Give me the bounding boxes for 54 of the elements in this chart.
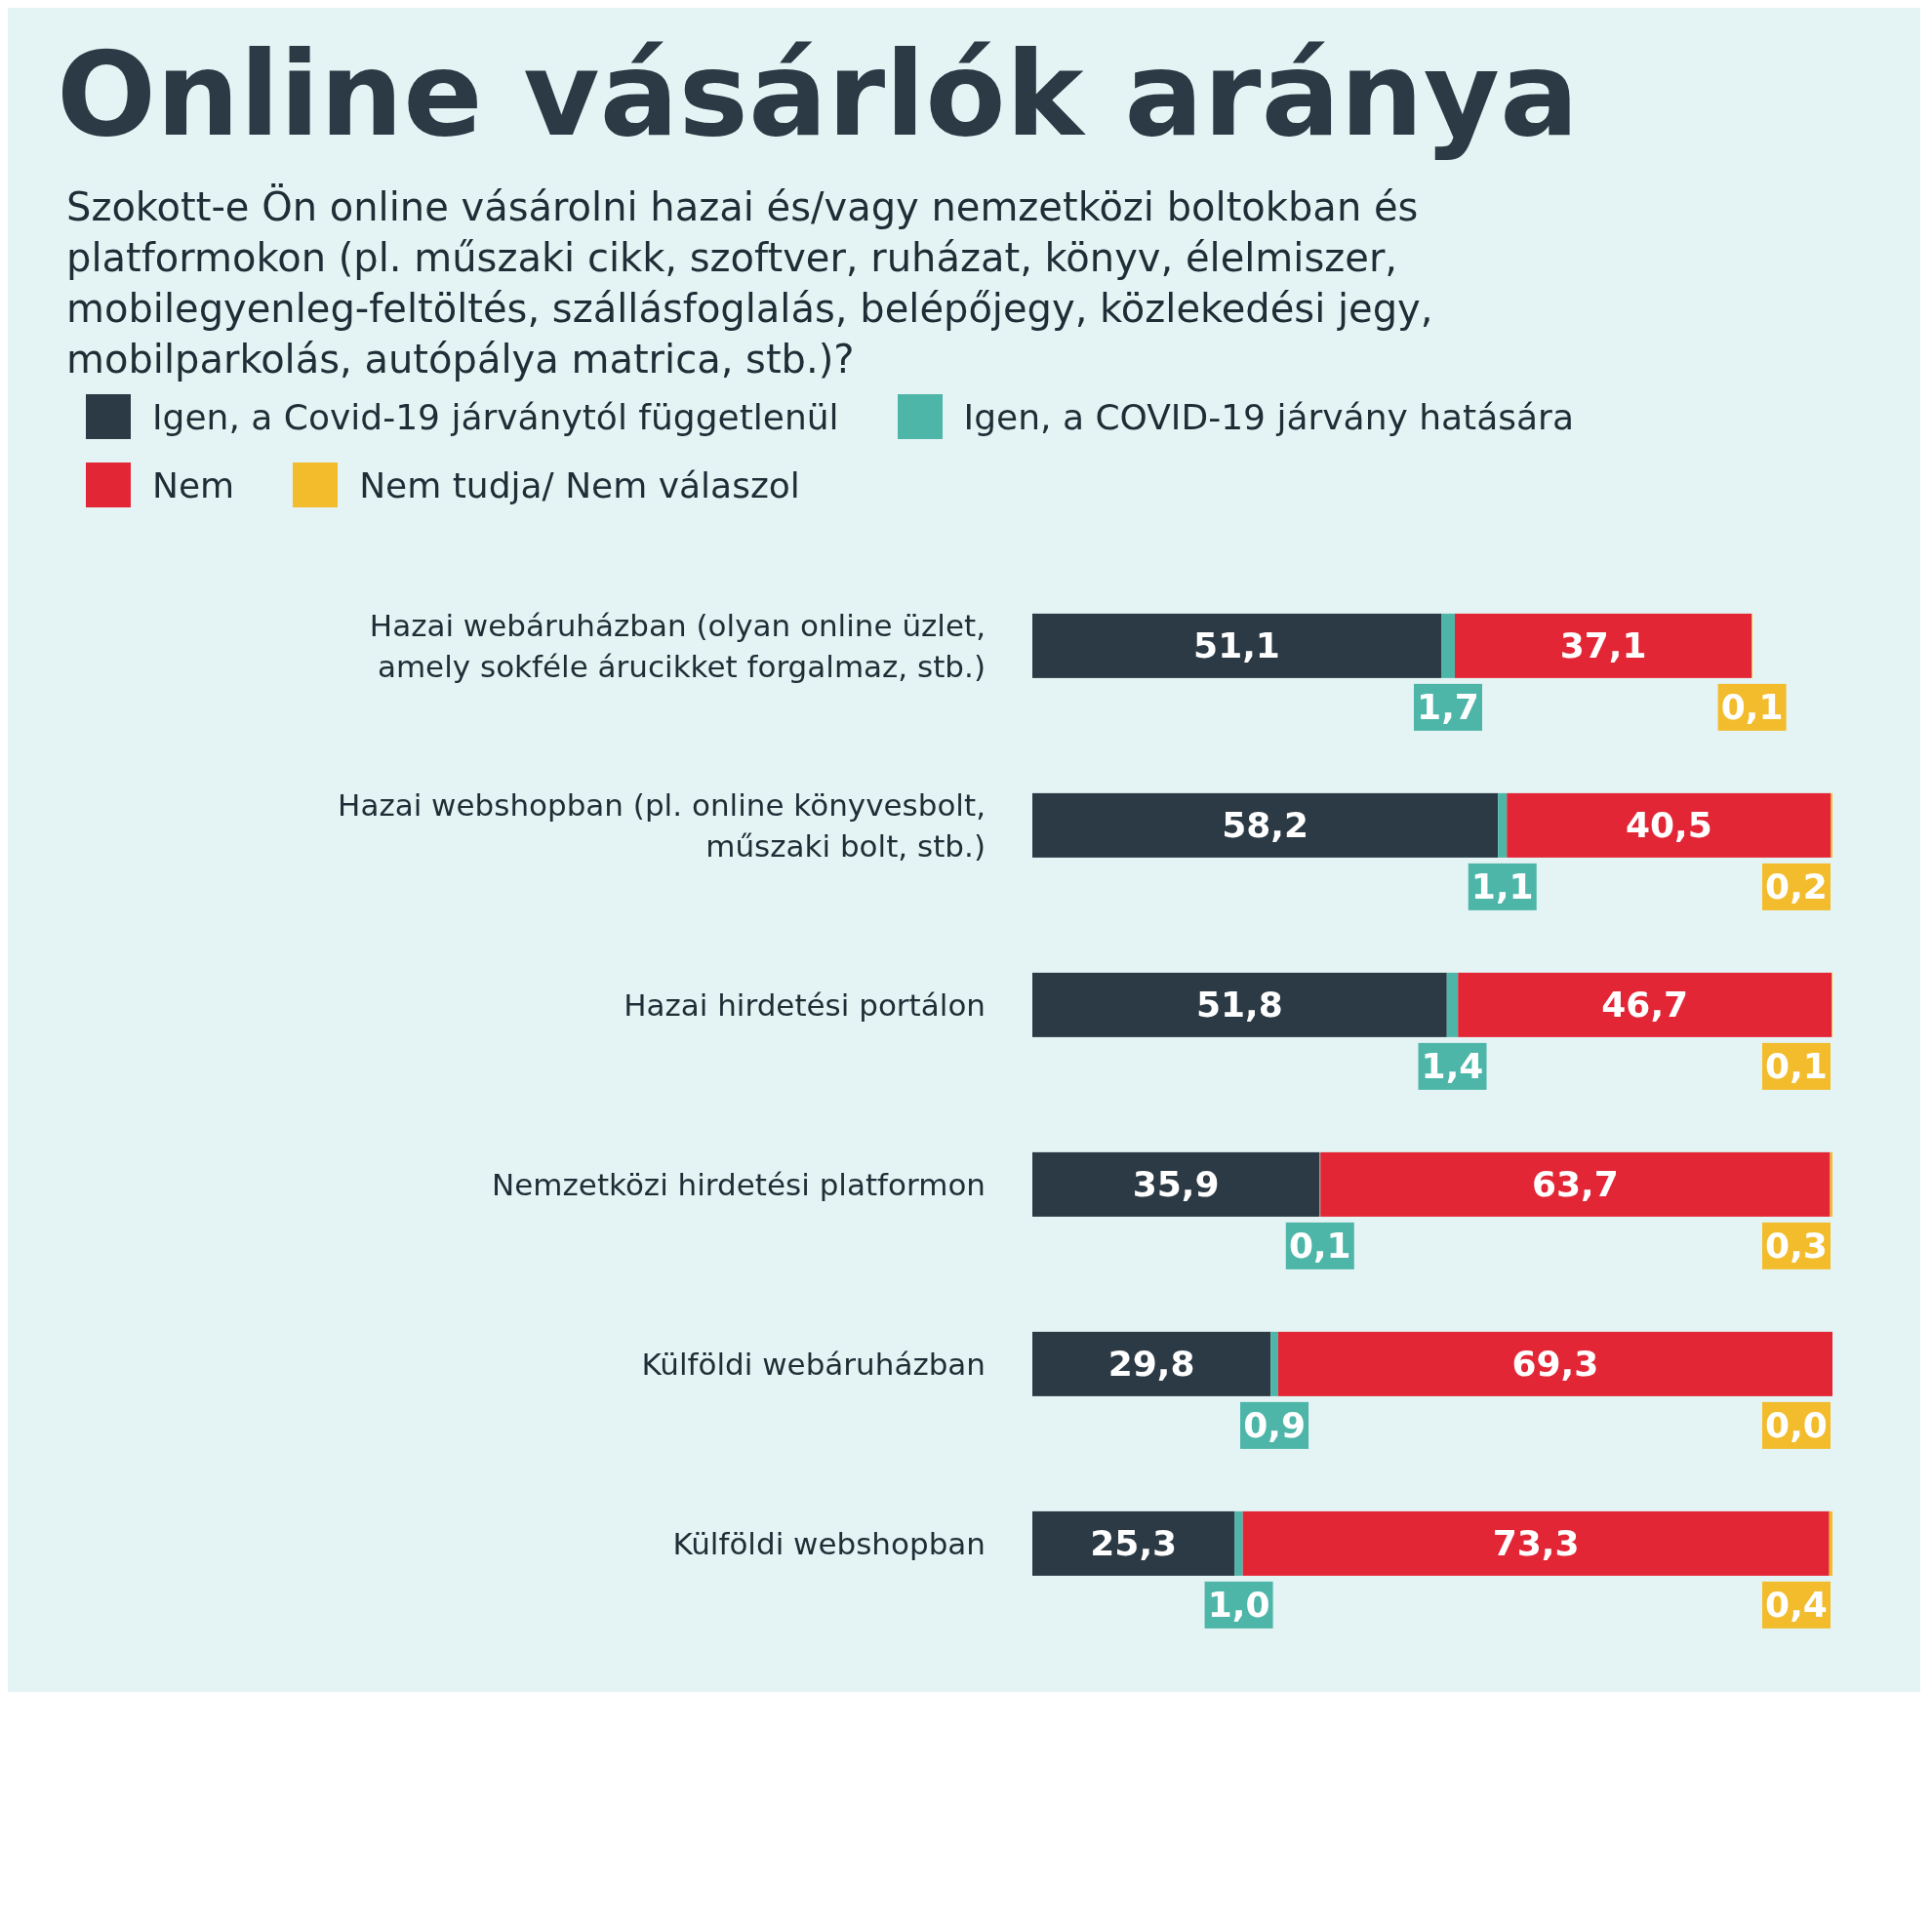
bar xyxy=(1234,1510,1243,1576)
legend-label: Nem xyxy=(152,464,235,505)
bar xyxy=(1032,1331,1271,1396)
data-label: 46,7 xyxy=(1601,985,1689,1026)
bar xyxy=(1242,1510,1830,1576)
data-label: 0,1 xyxy=(1720,687,1784,728)
data-label: 25,3 xyxy=(1090,1523,1178,1564)
data-label: 0,3 xyxy=(1765,1226,1828,1267)
data-label: 40,5 xyxy=(1625,805,1712,846)
data-label: 0,4 xyxy=(1765,1585,1828,1626)
bar xyxy=(1032,613,1442,678)
data-label: 1,1 xyxy=(1470,866,1534,907)
y-tick-label: Külföldi webshopban xyxy=(672,1525,986,1561)
y-tick-label: Külföldi webáruházban xyxy=(641,1346,986,1382)
data-label: 69,3 xyxy=(1511,1344,1599,1385)
data-label: 1,0 xyxy=(1207,1585,1270,1626)
bar xyxy=(1032,972,1447,1037)
data-label: 58,2 xyxy=(1222,805,1309,846)
data-label: 51,1 xyxy=(1193,625,1280,666)
data-label: 73,3 xyxy=(1492,1523,1580,1564)
data-label: 0,9 xyxy=(1243,1405,1306,1446)
chart-subtitle: Szokott-e Ön online vásárolni hazai és/vagy nemzetközi boltokban és platformokon (pl. műszaki cikk, szoftver, ruházat, könyv, élelmiszer, mobilegyenleg-feltöltés, szállásfoglalás, belépőjegy, közlekedési jegy, mobilparkolás, autópálya matrica, stb.)? xyxy=(65,182,1434,383)
legend-label: Nem tudja/ Nem válaszol xyxy=(359,464,800,505)
y-tick-label: Hazai hirdetési portálon xyxy=(624,986,986,1023)
data-label: 35,9 xyxy=(1132,1164,1220,1205)
bar xyxy=(1320,1151,1831,1217)
data-label: 51,8 xyxy=(1195,985,1283,1026)
bar xyxy=(1032,792,1499,858)
y-tick-label: Hazai webáruházban (olyan online üzlet, amely sokféle árucikket forgalmaz, stb.) xyxy=(369,607,986,684)
legend-label: Igen, a COVID-19 járvány hatására xyxy=(963,396,1574,437)
legend-label: Igen, a Covid-19 járványtól függetlenül xyxy=(152,396,839,437)
bar xyxy=(1507,792,1831,858)
chart-title: Online vásárlók aránya xyxy=(56,26,1580,162)
data-label: 0,2 xyxy=(1765,866,1828,907)
bar xyxy=(1441,613,1455,678)
bar xyxy=(1458,972,1832,1037)
data-label: 0,1 xyxy=(1288,1226,1351,1267)
data-label: 0,0 xyxy=(1765,1405,1828,1446)
bar xyxy=(1032,1510,1235,1576)
data-label: 1,7 xyxy=(1417,687,1479,728)
bar xyxy=(1032,1151,1320,1217)
data-label: 37,1 xyxy=(1559,625,1647,666)
bar xyxy=(1277,1331,1832,1396)
bar xyxy=(1446,972,1459,1037)
data-label: 0,1 xyxy=(1765,1046,1828,1087)
bar xyxy=(1498,792,1508,858)
y-tick-label: Hazai webshopban (pl. online könyvesbolt, műszaki bolt, stb.) xyxy=(338,786,986,864)
data-label: 63,7 xyxy=(1531,1164,1619,1205)
data-label: 29,8 xyxy=(1107,1344,1195,1385)
bar xyxy=(1270,1331,1278,1396)
bar xyxy=(1454,613,1752,678)
bar xyxy=(1829,1510,1832,1576)
data-label: 1,4 xyxy=(1421,1046,1484,1087)
y-tick-label: Nemzetközi hirdetési platformon xyxy=(492,1166,986,1202)
